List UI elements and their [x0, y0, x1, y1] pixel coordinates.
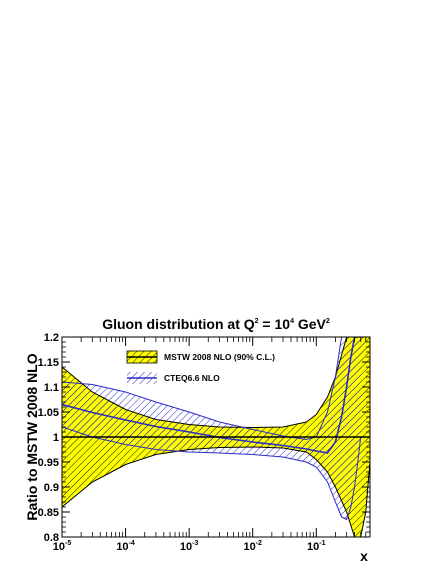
legend-cteq-label: CTEQ6.6 NLO [164, 373, 220, 383]
y-tick-label: 0.8 [44, 532, 59, 544]
x-tick-label: 10-2 [243, 540, 262, 553]
legend-mstw-label: MSTW 2008 NLO (90% C.L.) [164, 352, 275, 362]
y-tick-label: 0.85 [38, 507, 59, 519]
cteq-lower-line [62, 426, 362, 521]
x-tick-label: 10-5 [53, 540, 72, 553]
cteq-central-line [62, 337, 361, 454]
mstw-upper-line [62, 337, 370, 429]
y-tick-label: 1.05 [38, 407, 59, 419]
x-axis-label: x [360, 548, 368, 564]
legend: MSTW 2008 NLO (90% C.L.) CTEQ6.6 NLO [126, 350, 275, 384]
y-tick-label: 1.15 [38, 357, 59, 369]
cteq-band-hatch [62, 337, 361, 520]
chart-title: Gluon distribution at Q2 = 104 GeV2 [102, 316, 330, 332]
x-tick-label: 10-4 [116, 540, 135, 553]
y-tick-label: 0.9 [44, 482, 59, 494]
x-tick-label: 10-3 [180, 540, 199, 553]
mstw-lower-line [62, 446, 370, 537]
y-tick-label: 1.2 [44, 332, 59, 344]
y-tick-label: 1 [53, 432, 59, 444]
y-tick-label: 1.1 [44, 382, 59, 394]
y-tick-label: 0.95 [38, 457, 59, 469]
cteq-upper-line [62, 337, 361, 441]
y-axis-label: Ratio to MSTW 2008 NLO [24, 353, 40, 520]
plot-frame [61, 336, 371, 538]
x-tick-label: 10-1 [307, 540, 326, 553]
ticks-layer: 0.8 0.85 0.9 0.95 1 1.05 1.1 1.15 1.2 10-5 10-4 10-… [38, 332, 370, 553]
